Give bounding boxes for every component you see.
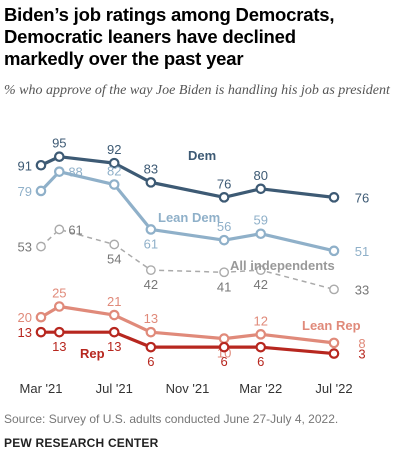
data-point-rep — [328, 348, 340, 359]
chart-title: Biden’s job ratings among Democrats, Dem… — [4, 4, 335, 69]
data-point-lean-rep — [35, 311, 47, 323]
data-point-lean-dem — [108, 179, 120, 190]
data-point-dem — [145, 177, 157, 188]
data-point-all-independents — [219, 267, 230, 278]
data-label-all-independents: 41 — [217, 279, 231, 294]
data-point-lean-dem — [145, 224, 157, 235]
data-label-all-independents: 33 — [355, 282, 369, 297]
data-label-dem: 91 — [18, 158, 32, 173]
data-point-lean-rep — [145, 326, 157, 338]
data-label-lean-rep: 13 — [144, 311, 158, 326]
chart-subtitle: % who approve of the way Joe Biden is ha… — [4, 83, 390, 98]
x-tick-label: Jul '22 — [315, 381, 352, 396]
brand-footer: PEW RESEARCH CENTER — [4, 436, 159, 450]
data-point-lean-dem — [54, 166, 65, 177]
data-label-dem: 76 — [355, 190, 369, 205]
data-label-dem: 80 — [254, 168, 268, 183]
data-label-dem: 76 — [217, 176, 231, 191]
data-point-dem — [35, 159, 47, 171]
data-point-dem — [328, 192, 340, 203]
data-point-lean-rep — [54, 301, 65, 312]
x-tick-label: Mar '22 — [239, 381, 282, 396]
data-label-all-independents: 54 — [107, 251, 121, 266]
data-label-rep: 6 — [221, 354, 228, 369]
data-label-all-independents: 42 — [254, 277, 268, 292]
data-point-rep — [145, 341, 157, 353]
data-point-rep — [54, 326, 65, 338]
data-point-dem — [108, 157, 120, 169]
data-point-rep — [218, 341, 230, 353]
data-point-lean-rep — [108, 309, 120, 321]
series-label-lean-dem: Lean Dem — [158, 210, 220, 225]
data-point-lean-rep — [328, 337, 340, 349]
data-label-all-independents: 42 — [144, 277, 158, 292]
data-label-lean-dem: 88 — [68, 165, 82, 180]
series-line-lean-rep — [40, 304, 335, 345]
x-tick-label: Nov '21 — [166, 381, 210, 396]
data-label-lean-rep: 20 — [18, 310, 32, 325]
series-label-rep: Rep — [80, 346, 105, 361]
data-point-rep — [255, 341, 267, 353]
data-label-lean-dem: 61 — [144, 236, 158, 251]
series-label-dem: Dem — [188, 148, 216, 163]
data-label-rep: 13 — [18, 325, 32, 340]
data-point-all-independents — [255, 265, 266, 276]
data-label-rep: 3 — [358, 347, 365, 362]
source-note: Source: Survey of U.S. adults conducted … — [4, 412, 339, 426]
data-label-rep: 6 — [147, 354, 154, 369]
data-label-lean-dem: 56 — [217, 219, 231, 234]
data-point-lean-rep — [255, 329, 267, 340]
data-label-dem: 83 — [144, 161, 158, 176]
data-label-all-independents: 61 — [68, 222, 82, 237]
data-label-lean-rep: 12 — [254, 313, 268, 328]
data-point-lean-dem — [218, 234, 230, 246]
data-point-dem — [54, 151, 65, 162]
data-label-lean-rep: 8 — [358, 336, 365, 351]
data-label-lean-rep: 25 — [52, 286, 66, 301]
data-label-rep: 6 — [257, 354, 264, 369]
data-point-all-independents — [145, 265, 156, 276]
data-label-dem: 95 — [52, 136, 66, 151]
data-point-lean-dem — [255, 228, 267, 240]
data-label-lean-rep: 21 — [107, 294, 121, 309]
data-label-lean-dem: 51 — [355, 244, 369, 259]
x-tick-label: Mar '21 — [20, 381, 63, 396]
data-label-all-independents: 53 — [18, 240, 32, 255]
data-point-lean-rep — [218, 333, 230, 344]
data-label-rep: 13 — [52, 339, 66, 354]
data-label-lean-dem: 59 — [254, 213, 268, 228]
data-point-all-independents — [54, 224, 65, 235]
data-point-lean-dem — [35, 185, 47, 197]
x-tick-label: Jul '21 — [96, 381, 133, 396]
data-label-lean-dem: 79 — [18, 184, 32, 199]
data-point-all-independents — [109, 239, 120, 250]
data-point-rep — [35, 326, 47, 338]
data-label-lean-dem: 82 — [107, 164, 121, 179]
data-point-dem — [218, 192, 230, 203]
data-label-rep: 13 — [107, 339, 121, 354]
data-point-lean-dem — [328, 245, 340, 257]
data-point-dem — [255, 183, 267, 195]
data-point-rep — [108, 326, 120, 338]
data-point-all-independents — [329, 284, 339, 295]
data-label-dem: 92 — [107, 142, 121, 157]
series-label-lean-rep: Lean Rep — [302, 318, 361, 333]
series-label-all-independents: All independents — [230, 258, 335, 273]
data-point-all-independents — [36, 241, 46, 252]
